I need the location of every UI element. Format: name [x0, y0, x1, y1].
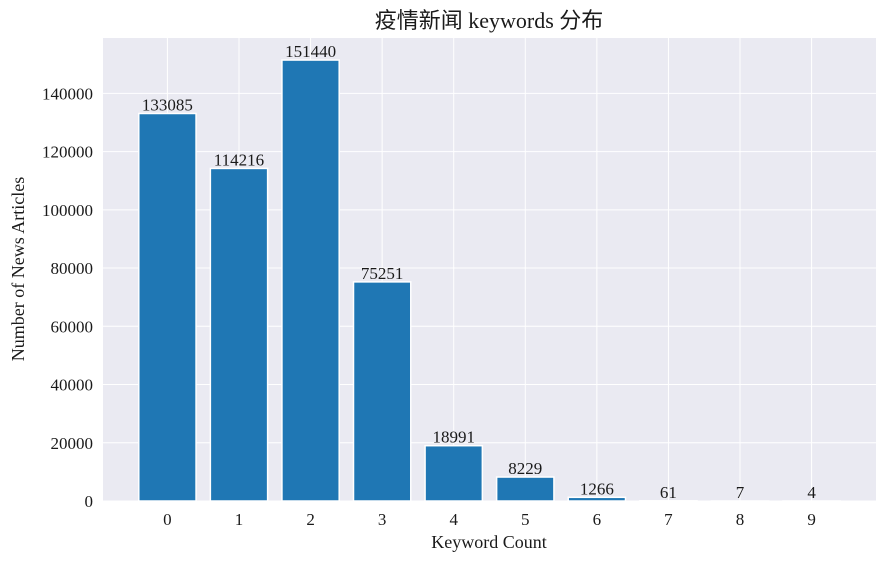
bar-value-label: 151440: [285, 42, 336, 61]
x-tick-label: 0: [163, 510, 172, 529]
bar-value-label: 4: [807, 483, 816, 502]
bar: [282, 60, 339, 501]
x-tick-label: 7: [664, 510, 673, 529]
bar-value-label: 75251: [361, 264, 404, 283]
bar-value-label: 114216: [214, 150, 264, 169]
y-tick-label: 60000: [51, 317, 94, 336]
bar-value-label: 7: [736, 483, 745, 502]
y-tick-label: 140000: [42, 84, 93, 103]
x-tick-label: 5: [521, 510, 530, 529]
y-tick-label: 120000: [42, 143, 93, 162]
x-tick-label: 2: [306, 510, 315, 529]
bar-value-label: 1266: [580, 479, 614, 498]
bar: [210, 168, 267, 501]
y-tick-label: 40000: [51, 376, 94, 395]
x-tick-label: 9: [807, 510, 816, 529]
y-tick-labels: 0 20000 40000 60000 80000 100000 120000 140000: [42, 84, 93, 511]
bar: [139, 113, 196, 501]
y-tick-label: 80000: [51, 259, 94, 278]
bar-value-label: 18991: [432, 428, 475, 447]
bar-value-label: 8229: [508, 459, 542, 478]
x-tick-label: 6: [593, 510, 602, 529]
bar-value-label: 61: [660, 483, 677, 502]
x-tick-label: 1: [235, 510, 244, 529]
x-axis-label: Keyword Count: [431, 532, 547, 552]
bar: [497, 477, 554, 501]
y-tick-label: 100000: [42, 201, 93, 220]
x-tick-label: 4: [449, 510, 458, 529]
bar: [425, 446, 482, 501]
y-tick-label: 20000: [51, 434, 94, 453]
bar-value-label: 133085: [142, 95, 193, 114]
x-tick-label: 8: [736, 510, 745, 529]
x-tick-labels: 0 1 2 3 4 5 6 7 8 9: [163, 510, 816, 529]
y-axis-label: Number of News Articles: [8, 177, 28, 361]
bar: [354, 282, 411, 501]
y-tick-label: 0: [85, 492, 94, 511]
chart-title: 疫情新闻 keywords 分布: [375, 8, 604, 33]
x-tick-label: 3: [378, 510, 387, 529]
